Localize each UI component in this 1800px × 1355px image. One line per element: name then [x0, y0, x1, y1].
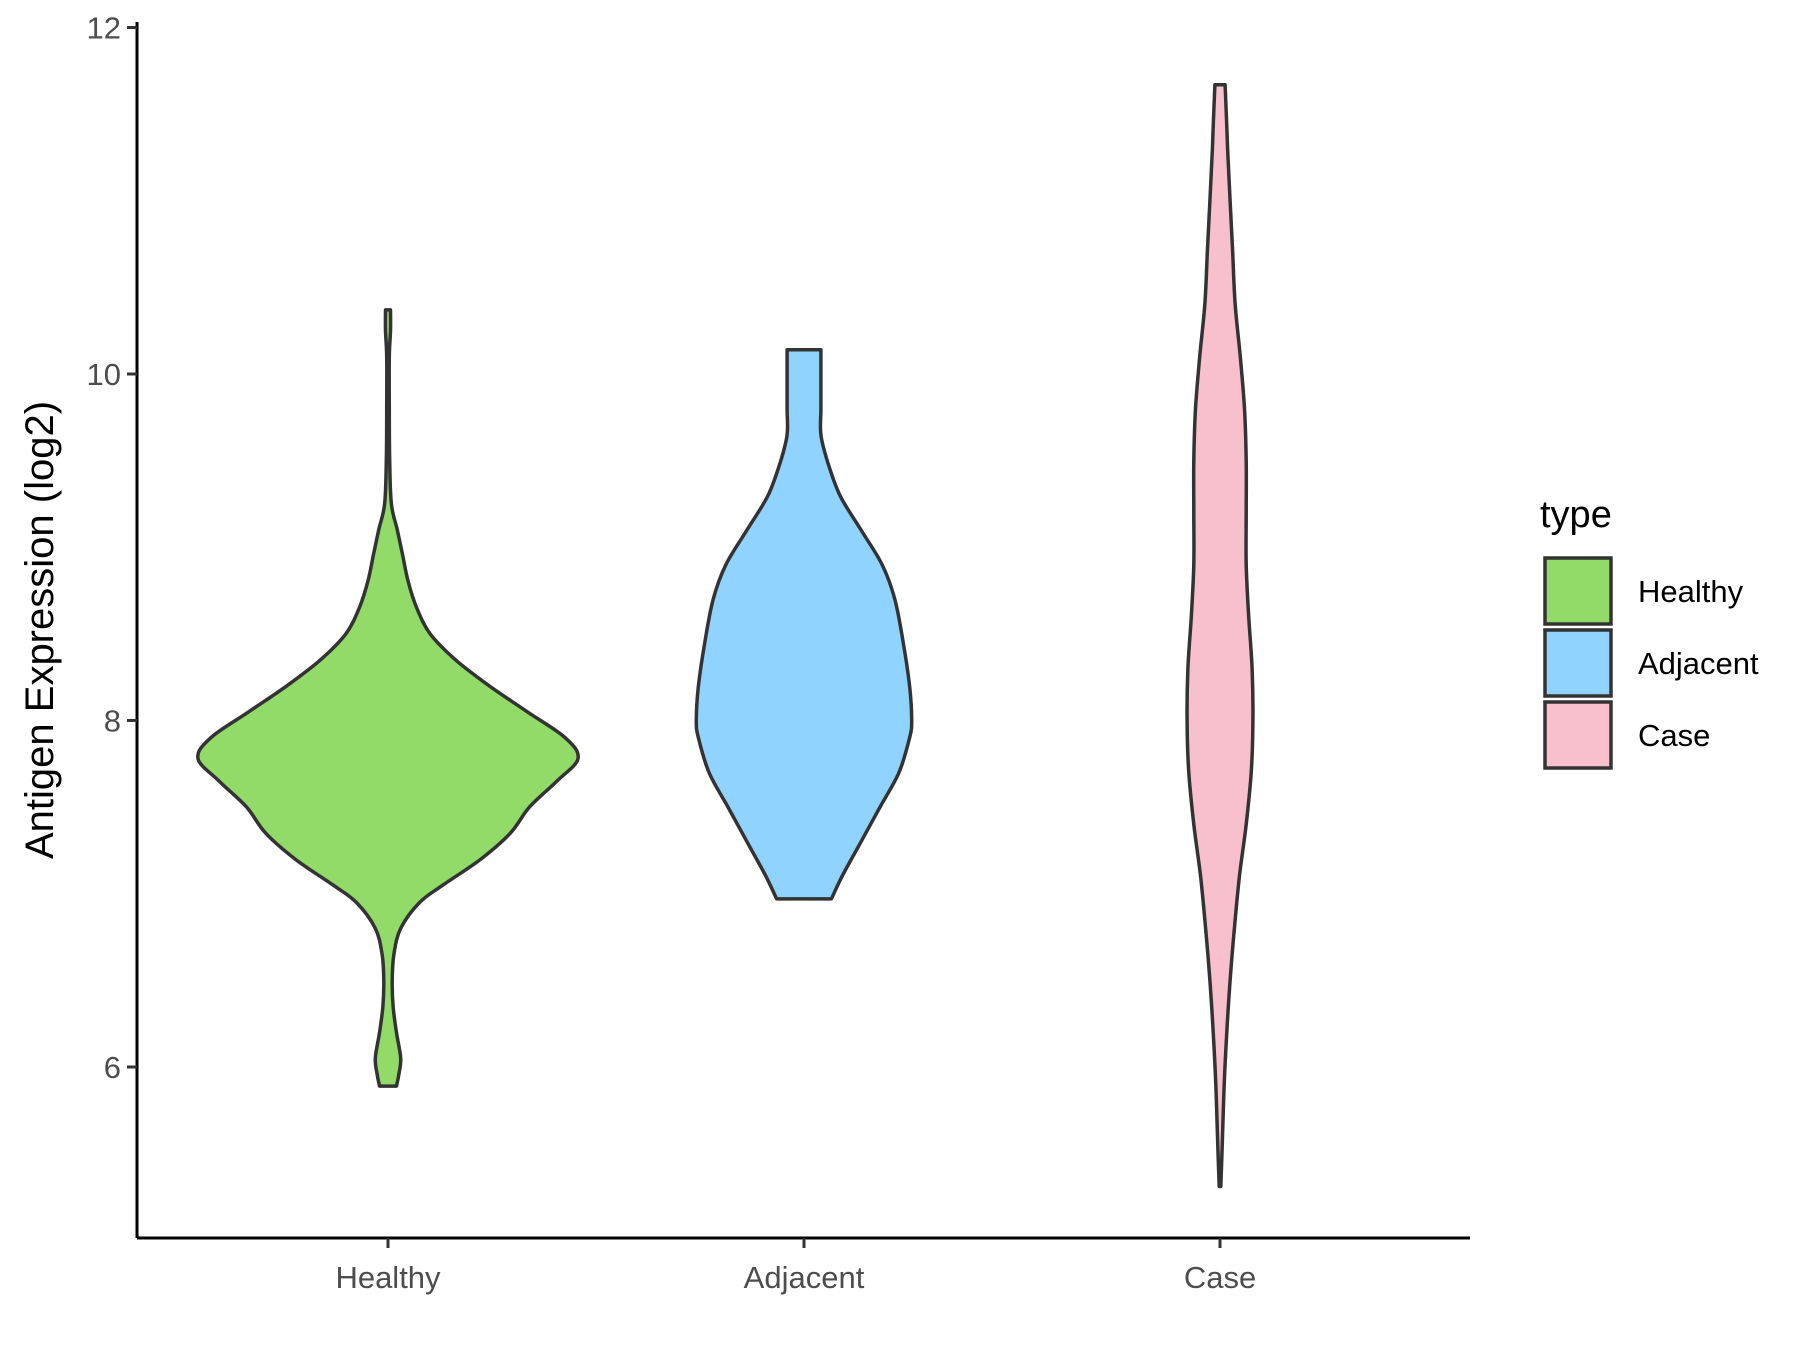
legend-swatch-adjacent [1543, 628, 1613, 698]
violin-case [1185, 82, 1255, 1189]
y-tick-label: 6 [104, 1050, 121, 1085]
violin-healthy [196, 308, 580, 1088]
y-tick-label: 12 [87, 11, 121, 46]
y-tick-label: 8 [104, 704, 121, 739]
x-axis-ticks: Healthy Adjacent Case [335, 1238, 1256, 1295]
legend-label-healthy: Healthy [1638, 574, 1744, 609]
legend-label-case: Case [1638, 718, 1710, 753]
y-tick-label: 10 [87, 357, 121, 392]
y-axis-title: Antigen Expression (log2) [18, 401, 62, 859]
legend: type Healthy Adjacent Case [1540, 494, 1759, 770]
x-tick-label-adjacent: Adjacent [744, 1260, 865, 1295]
violin-adjacent [694, 347, 914, 901]
y-axis-ticks: 6 8 10 12 [87, 11, 137, 1085]
legend-label-adjacent: Adjacent [1638, 646, 1759, 681]
violins-layer [196, 82, 1255, 1189]
legend-swatch-healthy [1543, 556, 1613, 626]
legend-title: type [1540, 494, 1612, 536]
x-tick-label-case: Case [1184, 1260, 1256, 1295]
legend-swatch-case [1543, 700, 1613, 770]
x-tick-label-healthy: Healthy [335, 1260, 441, 1295]
